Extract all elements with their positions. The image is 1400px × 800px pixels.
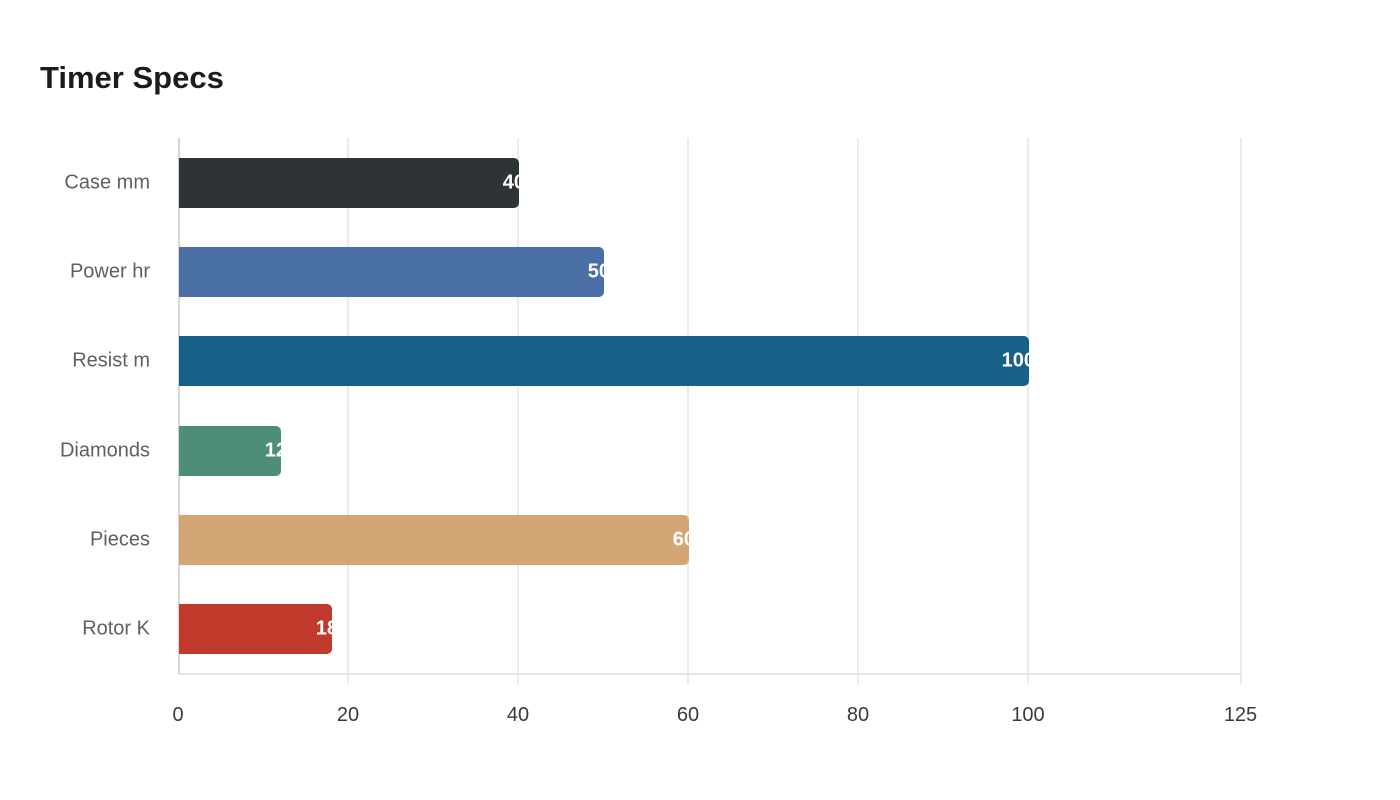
y-category-label: Resist m: [72, 349, 150, 372]
bar-value-label: 60: [672, 528, 689, 551]
x-tick-label: 125: [1223, 704, 1258, 726]
bar-value-label: 50: [587, 260, 604, 283]
gridline: [1027, 138, 1029, 684]
chart-title: Timer Specs: [40, 60, 224, 95]
x-tick-label: 60: [676, 704, 700, 726]
x-tick-label: 40: [506, 704, 530, 726]
y-category-label: Rotor K: [82, 617, 150, 640]
y-category-label: Diamonds: [59, 439, 150, 462]
gridline: [857, 138, 859, 684]
gridline: [347, 138, 349, 684]
bar[interactable]: 12: [179, 425, 281, 476]
plot-area: 40 50 100 12 60 18: [178, 138, 1242, 684]
bar-value-label: 100: [1001, 349, 1029, 372]
bar-value-label: 12: [264, 439, 281, 462]
x-axis-line: [178, 673, 1241, 675]
bar[interactable]: 40: [179, 158, 519, 208]
gridline: [1239, 138, 1242, 684]
bar[interactable]: 18: [179, 604, 332, 654]
x-tick-label: 0: [172, 704, 184, 726]
bar[interactable]: 50: [179, 247, 604, 298]
bar-value-label: 40: [502, 171, 519, 194]
bar[interactable]: 60: [179, 514, 689, 565]
bar[interactable]: 100: [179, 336, 1029, 387]
gridline: [687, 138, 689, 684]
y-category-label: Pieces: [89, 528, 150, 551]
y-category-label: Power hr: [69, 260, 150, 283]
bar-value-label: 18: [315, 617, 332, 640]
y-axis-line: [178, 138, 180, 674]
x-tick-label: 100: [1011, 704, 1045, 726]
x-tick-label: 80: [846, 704, 870, 726]
x-tick-label: 20: [336, 704, 360, 726]
gridline: [517, 138, 519, 684]
y-category-label: Case mm: [64, 171, 150, 194]
